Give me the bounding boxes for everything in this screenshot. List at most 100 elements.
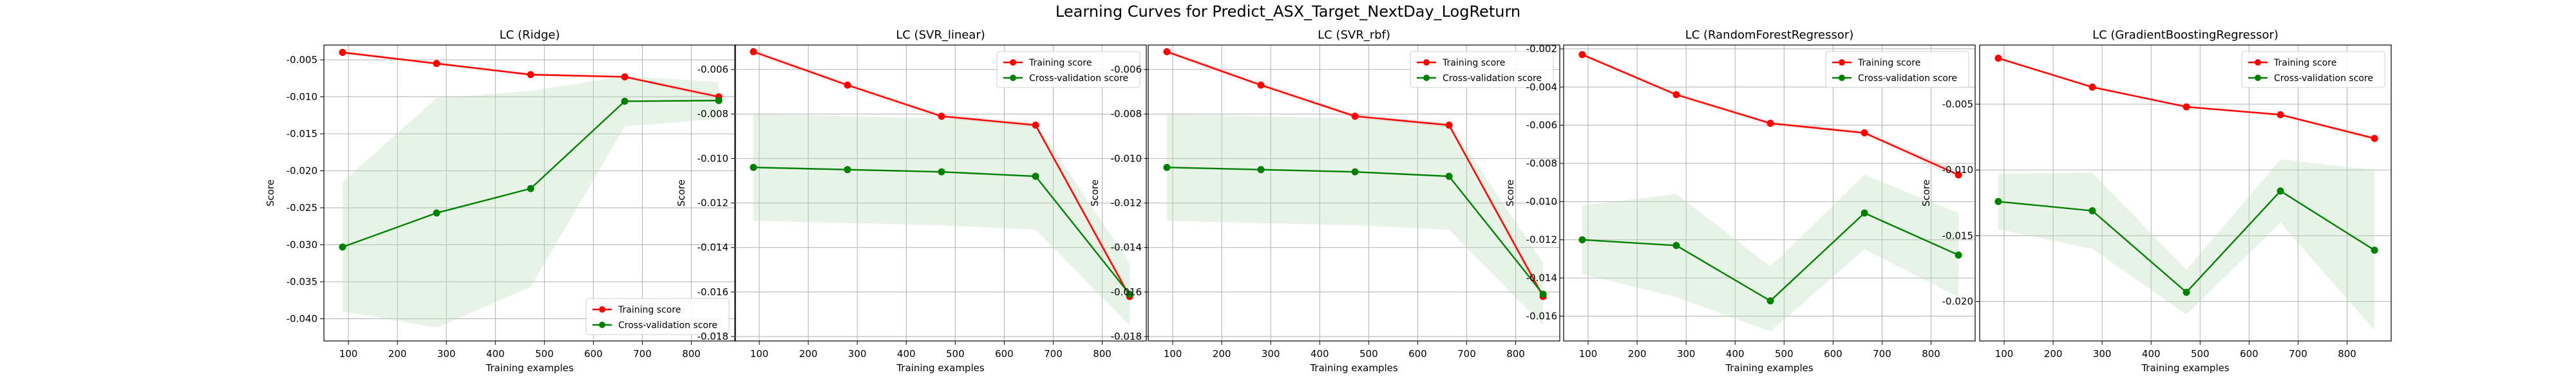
y-tick-label: -0.005 xyxy=(1942,98,1973,110)
x-tick-label: 600 xyxy=(995,348,1014,360)
x-tick-label: 700 xyxy=(1873,348,1891,360)
legend-label-cv: Cross-validation score xyxy=(1443,73,1542,84)
x-tick-label: 200 xyxy=(1628,348,1647,360)
point-cv xyxy=(938,168,945,176)
point-cv xyxy=(1126,290,1133,298)
point-cv xyxy=(621,97,629,105)
legend: Training score Cross-validation score xyxy=(1825,51,1969,88)
point-training xyxy=(1351,113,1359,120)
legend-box xyxy=(1410,51,1554,88)
axes-frame xyxy=(1979,44,2392,342)
point-cv xyxy=(750,163,757,171)
y-tick-label: -0.010 xyxy=(1111,152,1142,164)
point-training xyxy=(1163,48,1171,55)
x-tick-label: 100 xyxy=(1579,348,1598,360)
legend-marker-training xyxy=(1010,59,1016,66)
y-tick-label: -0.006 xyxy=(1526,120,1557,131)
point-training xyxy=(2277,111,2284,118)
y-tick-label: -0.012 xyxy=(697,198,728,209)
x-axis-label: Training examples xyxy=(2141,362,2230,374)
y-tick-label: -0.008 xyxy=(697,108,728,120)
legend-marker-cv xyxy=(1839,75,1845,81)
legend: Training score Cross-validation score xyxy=(2241,51,2385,88)
x-tick-label: 800 xyxy=(2338,348,2356,360)
y-tick-label: -0.006 xyxy=(697,64,728,75)
y-tick-label: -0.020 xyxy=(287,165,317,177)
point-cv xyxy=(1672,242,1680,250)
legend-label-training: Training score xyxy=(1442,58,1505,68)
point-cv xyxy=(1539,290,1547,298)
x-tick-label: 800 xyxy=(1506,348,1525,360)
y-axis-label: Score xyxy=(676,179,687,207)
point-training xyxy=(750,48,757,55)
legend-marker-cv xyxy=(1423,75,1430,81)
point-training xyxy=(1445,122,1453,129)
legend-label-training: Training score xyxy=(618,305,681,315)
y-axis-label: Score xyxy=(1920,179,1932,207)
point-cv xyxy=(2183,288,2190,296)
y-axis-label: Score xyxy=(265,179,276,207)
point-cv xyxy=(1578,236,1586,244)
legend-marker-training xyxy=(1423,59,1430,66)
x-tick-label: 400 xyxy=(2142,348,2161,360)
chart-title: LC (SVR_linear) xyxy=(896,28,985,42)
x-tick-label: 400 xyxy=(1726,348,1745,360)
y-tick-label: -0.015 xyxy=(287,128,317,140)
legend-marker-cv xyxy=(2255,75,2261,81)
x-tick-label: 500 xyxy=(535,348,554,360)
chart-panel-3: 100 200 300 400 500 600 700 800 -0.018 -0.016 -0.0… xyxy=(1089,28,1560,374)
y-tick-label: -0.016 xyxy=(1111,286,1142,298)
y-tick-label: -0.010 xyxy=(1942,164,1973,176)
band-cv xyxy=(1998,159,2375,331)
figure-title: Learning Curves for Predict_ASX_Target_N… xyxy=(1055,3,1521,21)
point-training xyxy=(844,81,851,89)
y-tick-label: -0.014 xyxy=(697,242,728,253)
x-tick-label: 800 xyxy=(682,348,701,360)
x-axis-label: Training examples xyxy=(896,362,985,374)
x-tick-label: 800 xyxy=(1922,348,1940,360)
x-tick-label: 100 xyxy=(1164,348,1182,360)
x-tick-label: 400 xyxy=(1311,348,1329,360)
y-tick-label: -0.008 xyxy=(1526,158,1557,169)
point-cv xyxy=(1163,163,1171,171)
y-tick-label: -0.006 xyxy=(1111,64,1142,75)
y-tick-label: -0.016 xyxy=(697,286,728,298)
y-tick-label: -0.012 xyxy=(1526,234,1557,246)
x-tick-label: 300 xyxy=(2093,348,2112,360)
axes-frame xyxy=(1563,44,1976,342)
x-tick-label: 500 xyxy=(1359,348,1378,360)
point-training xyxy=(1955,171,1962,179)
legend-marker-training xyxy=(599,306,605,313)
band-cv xyxy=(753,114,1130,326)
x-tick-label: 700 xyxy=(1044,348,1063,360)
point-cv xyxy=(1032,172,1039,180)
point-cv xyxy=(1445,172,1453,180)
legend-label-training: Training score xyxy=(2273,58,2336,68)
point-cv xyxy=(527,185,535,192)
point-cv xyxy=(1766,297,1774,305)
chart-panel-1: 100 200 300 400 500 600 700 800 -0.040 -0.035 -0.0… xyxy=(265,28,736,374)
legend-marker-cv xyxy=(599,322,605,328)
x-axis-label: Training examples xyxy=(485,362,574,374)
x-tick-label: 100 xyxy=(750,348,769,360)
y-tick-label: -0.020 xyxy=(1942,296,1973,308)
x-tick-label: 500 xyxy=(946,348,965,360)
legend-label-cv: Cross-validation score xyxy=(1029,73,1128,84)
y-tick-label: -0.005 xyxy=(287,54,317,66)
point-cv xyxy=(2277,187,2284,195)
legend: Training score Cross-validation score xyxy=(996,51,1141,88)
y-axis-label: Score xyxy=(1089,179,1101,207)
legend-box xyxy=(1825,51,1969,88)
point-cv xyxy=(1861,209,1868,217)
point-cv xyxy=(2371,246,2378,254)
band-cv xyxy=(1582,174,1959,332)
axes-frame xyxy=(323,44,736,342)
point-training xyxy=(433,60,440,68)
point-cv xyxy=(715,96,723,104)
legend-marker-cv xyxy=(1010,75,1016,81)
x-tick-label: 600 xyxy=(1408,348,1427,360)
y-tick-label: -0.016 xyxy=(1526,310,1557,322)
x-tick-label: 400 xyxy=(897,348,916,360)
point-training xyxy=(1766,120,1774,127)
